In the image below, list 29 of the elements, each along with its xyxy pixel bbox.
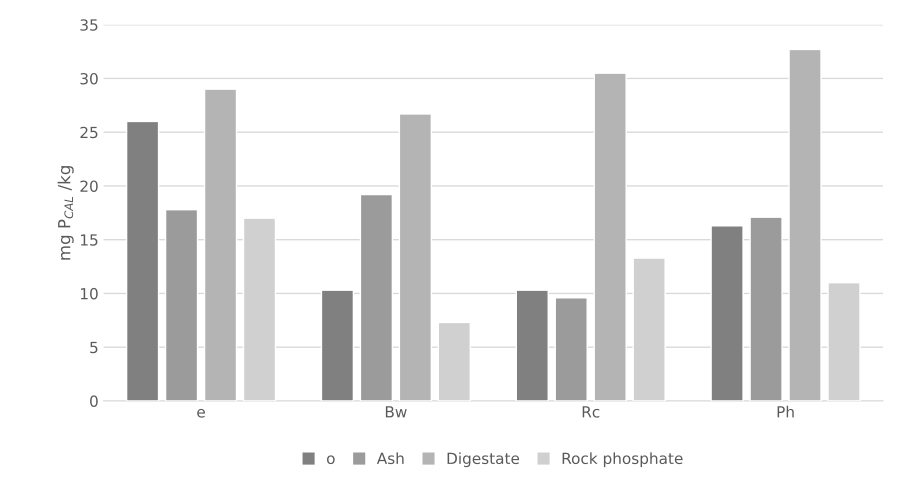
y-axis-title: mg P$_{CAL}$ /kg: [58, 166, 74, 260]
y-tick-label: 15: [80, 234, 98, 246]
bar: [710, 225, 744, 401]
bar: [594, 72, 627, 401]
bar: [360, 194, 394, 401]
y-tick-label: 10: [80, 288, 98, 300]
legend-label: Ash: [376, 452, 404, 464]
y-tick-label: 35: [80, 19, 98, 31]
bar: [320, 290, 354, 401]
y-tick-label: 30: [80, 72, 98, 85]
legend-label: Digestate: [448, 452, 520, 468]
x-tick-label: Rc: [582, 406, 600, 418]
y-tick-label: 25: [80, 126, 98, 138]
bar: [788, 48, 822, 401]
bar: [164, 208, 198, 401]
bar: [204, 88, 238, 401]
x-tick-label: Ph: [778, 406, 794, 418]
bar: [126, 120, 160, 401]
y-tick-label: 0: [90, 395, 98, 407]
y-tick-label: 5: [90, 342, 98, 354]
bar: [516, 290, 549, 401]
y-tick-label: 20: [80, 180, 98, 192]
legend-label: o: [327, 455, 335, 464]
x-tick-label: e: [197, 408, 205, 418]
bar: [398, 113, 432, 401]
bar: [554, 297, 588, 401]
legend-label: Rock phosphate: [562, 452, 683, 468]
x-tick-label: Bw: [386, 406, 407, 418]
bar: [749, 216, 783, 401]
